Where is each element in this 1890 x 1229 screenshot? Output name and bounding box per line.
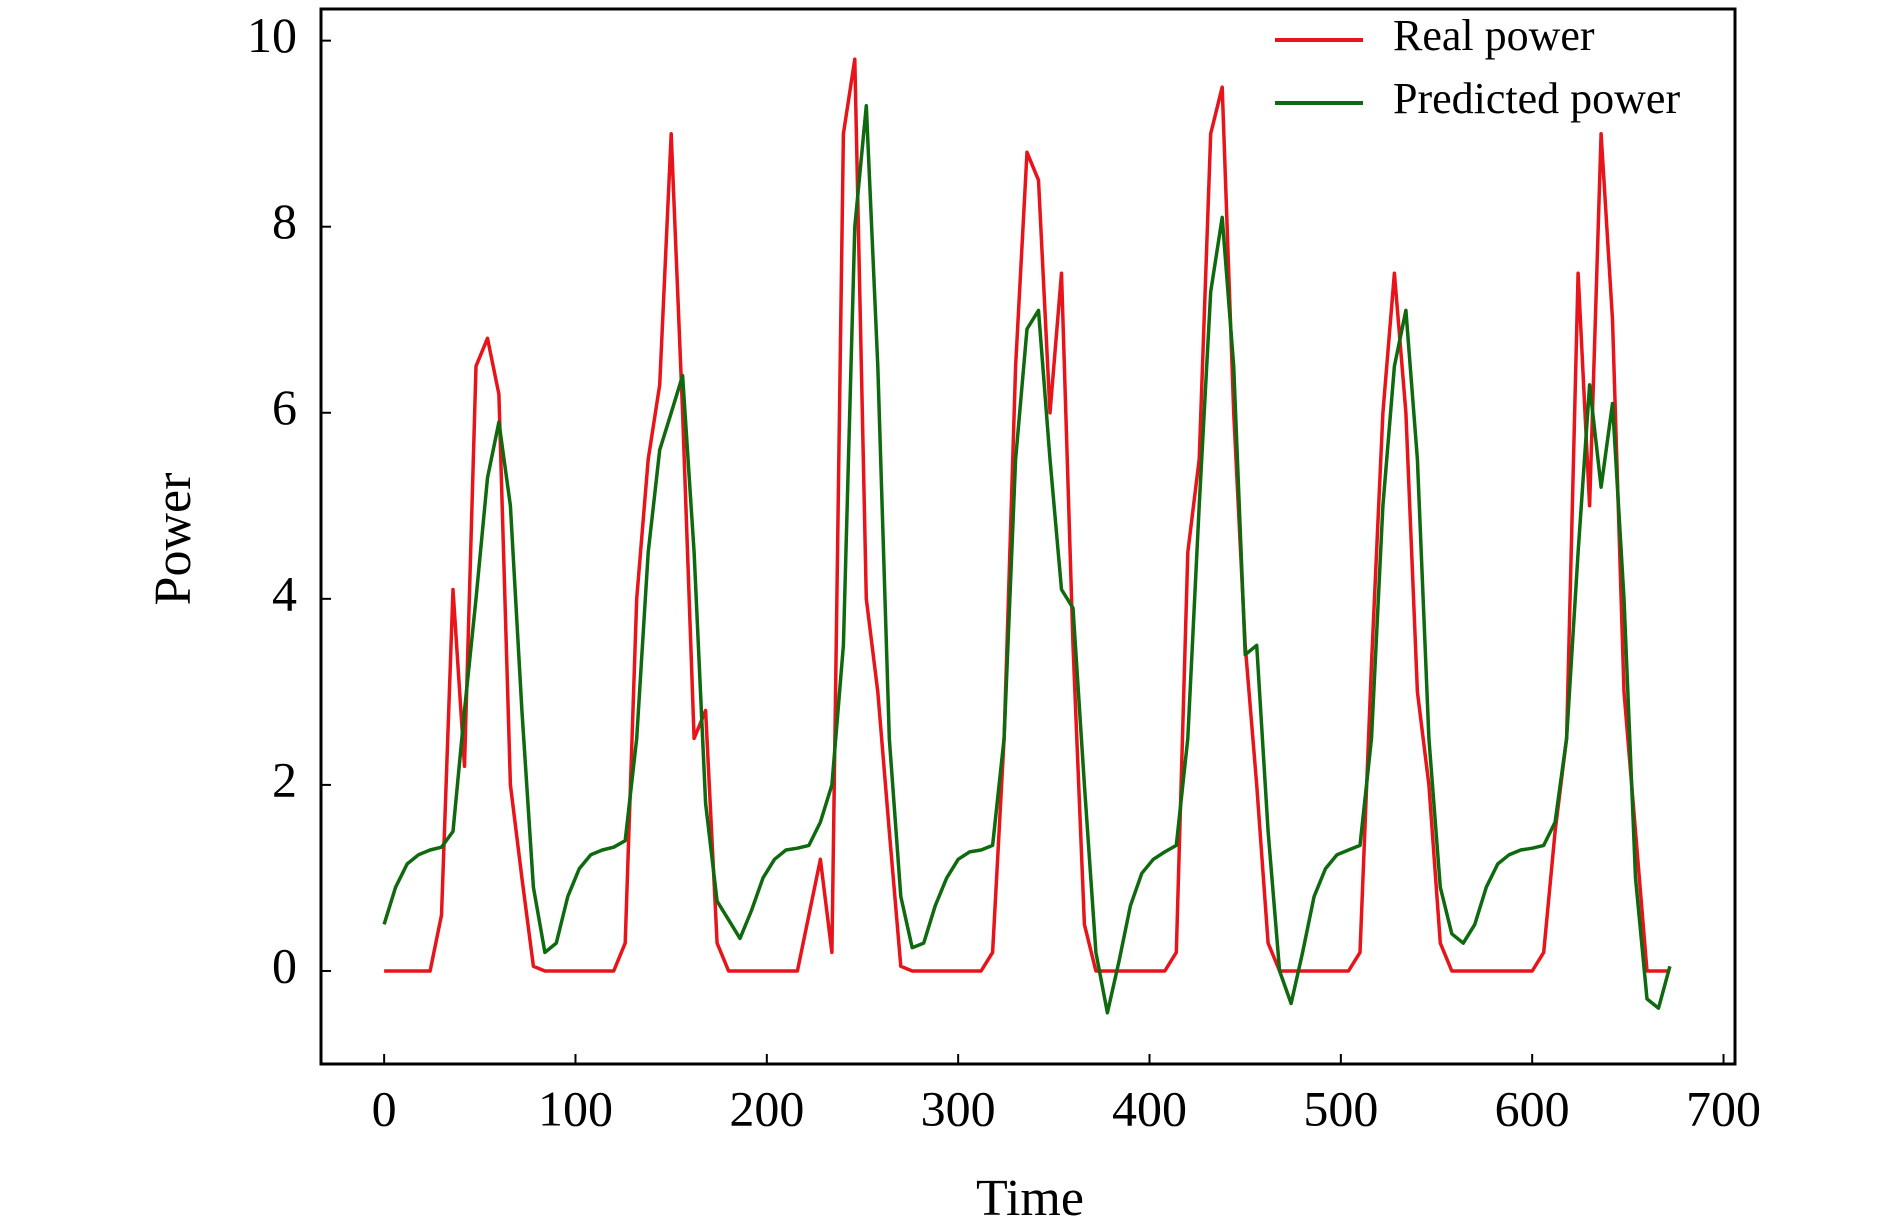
- y-tick-label: 2: [272, 751, 297, 807]
- y-tick-label: 4: [272, 565, 297, 621]
- x-tick-label: 500: [1303, 1080, 1378, 1136]
- x-tick-label: 400: [1112, 1080, 1187, 1136]
- y-tick-label: 8: [272, 193, 297, 249]
- legend-label: Real power: [1393, 11, 1595, 60]
- y-tick-label: 6: [272, 379, 297, 435]
- line-series: [384, 57, 1670, 973]
- y-tick-label: 0: [272, 937, 297, 993]
- plot-frame: [319, 7, 1737, 1066]
- x-tick-label: 0: [372, 1080, 397, 1136]
- x-tick-label: 300: [921, 1080, 996, 1136]
- x-tick-label: 700: [1686, 1080, 1761, 1136]
- x-axis-label: Time: [976, 1170, 1084, 1227]
- legend-label: Predicted power: [1393, 74, 1680, 123]
- y-axis-label: Power: [145, 473, 202, 606]
- x-tick-label: 200: [729, 1080, 804, 1136]
- x-tick-label: 600: [1495, 1080, 1570, 1136]
- line-series: [382, 104, 1672, 1015]
- y-tick-label: 10: [247, 7, 297, 63]
- x-tick-label: 100: [538, 1080, 613, 1136]
